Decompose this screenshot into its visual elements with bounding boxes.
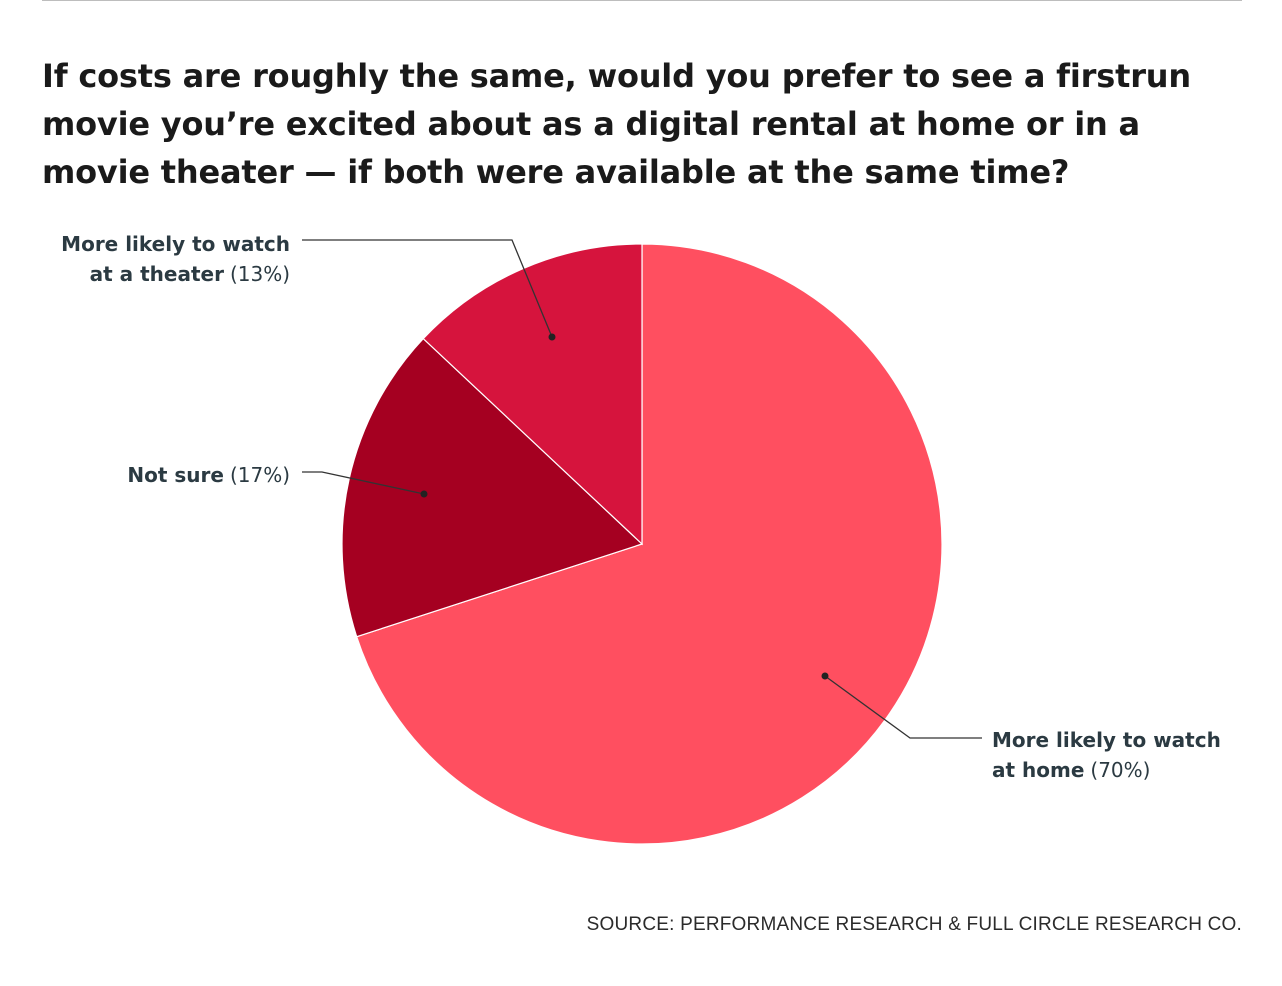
slice-theater <box>422 243 643 546</box>
slice-label-notsure: Not sure (17%) <box>127 463 290 487</box>
leader-theater-dot <box>548 333 556 341</box>
leader-home <box>824 675 982 739</box>
slice-label-theater-line2: at a theater <box>90 262 224 286</box>
slice-not-sure <box>341 337 644 638</box>
slice-label-theater-2: at a theater (13%) <box>90 262 290 286</box>
leader-home-dot <box>821 672 829 680</box>
slice-pct-home: (70%) <box>1090 758 1150 782</box>
slice-pct-theater: (13%) <box>230 262 290 286</box>
leader-not-sure <box>302 471 425 495</box>
slice-pct-notsure: (17%) <box>230 463 290 487</box>
leader-lines <box>302 239 982 739</box>
leader-not-sure-dot <box>420 490 428 498</box>
slice-label-home-2: at home (70%) <box>992 758 1150 782</box>
slice-label-home-line2: at home <box>992 758 1084 782</box>
slice-label-home-line1: More likely to watch <box>992 728 1221 752</box>
slice-label-notsure-line1: Not sure <box>127 463 224 487</box>
leader-theater <box>302 239 553 338</box>
chart-title: If costs are roughly the same, would you… <box>42 57 1191 191</box>
top-divider <box>42 0 1242 1</box>
slice-label-theater-line1: More likely to watch <box>61 232 290 256</box>
slice-label-theater: More likely to watch <box>61 232 290 256</box>
slice-label-home: More likely to watch <box>992 728 1221 752</box>
source-note: SOURCE: PERFORMANCE RESEARCH & FULL CIRC… <box>586 914 1242 935</box>
pie-slices <box>341 243 943 845</box>
